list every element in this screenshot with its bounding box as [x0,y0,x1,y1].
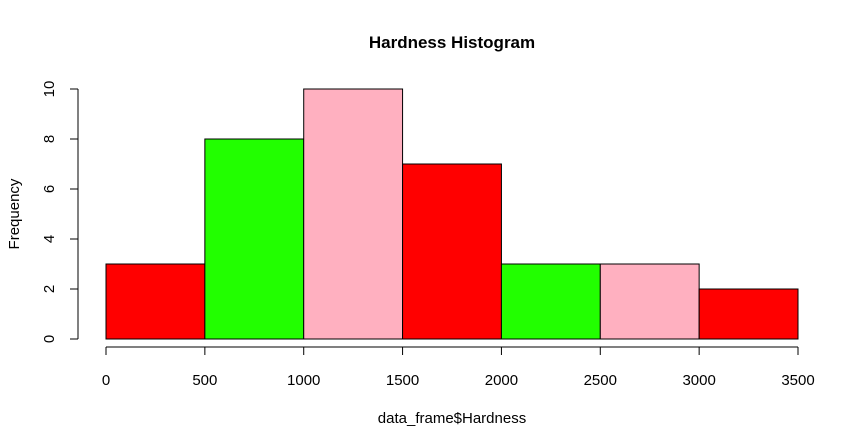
y-tick-label: 2 [41,285,58,293]
x-axis-label: data_frame$Hardness [378,410,526,427]
histogram-bar-0 [105,263,206,340]
x-tick-label: 0 [102,372,110,389]
x-tick-label: 2000 [485,372,518,389]
histogram-bar-3 [402,163,502,340]
y-tick-label: 0 [41,335,58,343]
histogram-bar-4 [500,263,601,340]
x-tick-label: 2500 [584,372,617,389]
chart-title: Hardness Histogram [369,33,535,52]
x-tick-label: 3500 [781,372,814,389]
histogram-bar-6 [698,288,799,340]
x-tick-label: 500 [192,372,217,389]
x-tick-label: 3000 [682,372,715,389]
y-tick-label: 4 [41,235,58,243]
histogram-bar-5 [599,263,700,340]
histogram-bar-1 [204,138,305,340]
y-tick-label: 6 [41,185,58,193]
x-tick-label: 1500 [386,372,419,389]
y-tick-label: 8 [41,135,58,143]
histogram-bar-2 [303,88,404,340]
y-axis: 0 2 4 6 8 10 [41,81,79,343]
y-tick-label: 10 [41,81,58,98]
x-axis: 0 500 1000 1500 2000 2500 3000 3500 [102,346,815,389]
x-tick-label: 1000 [287,372,320,389]
bars-group [105,88,799,340]
y-axis-label: Frequency [6,178,23,249]
